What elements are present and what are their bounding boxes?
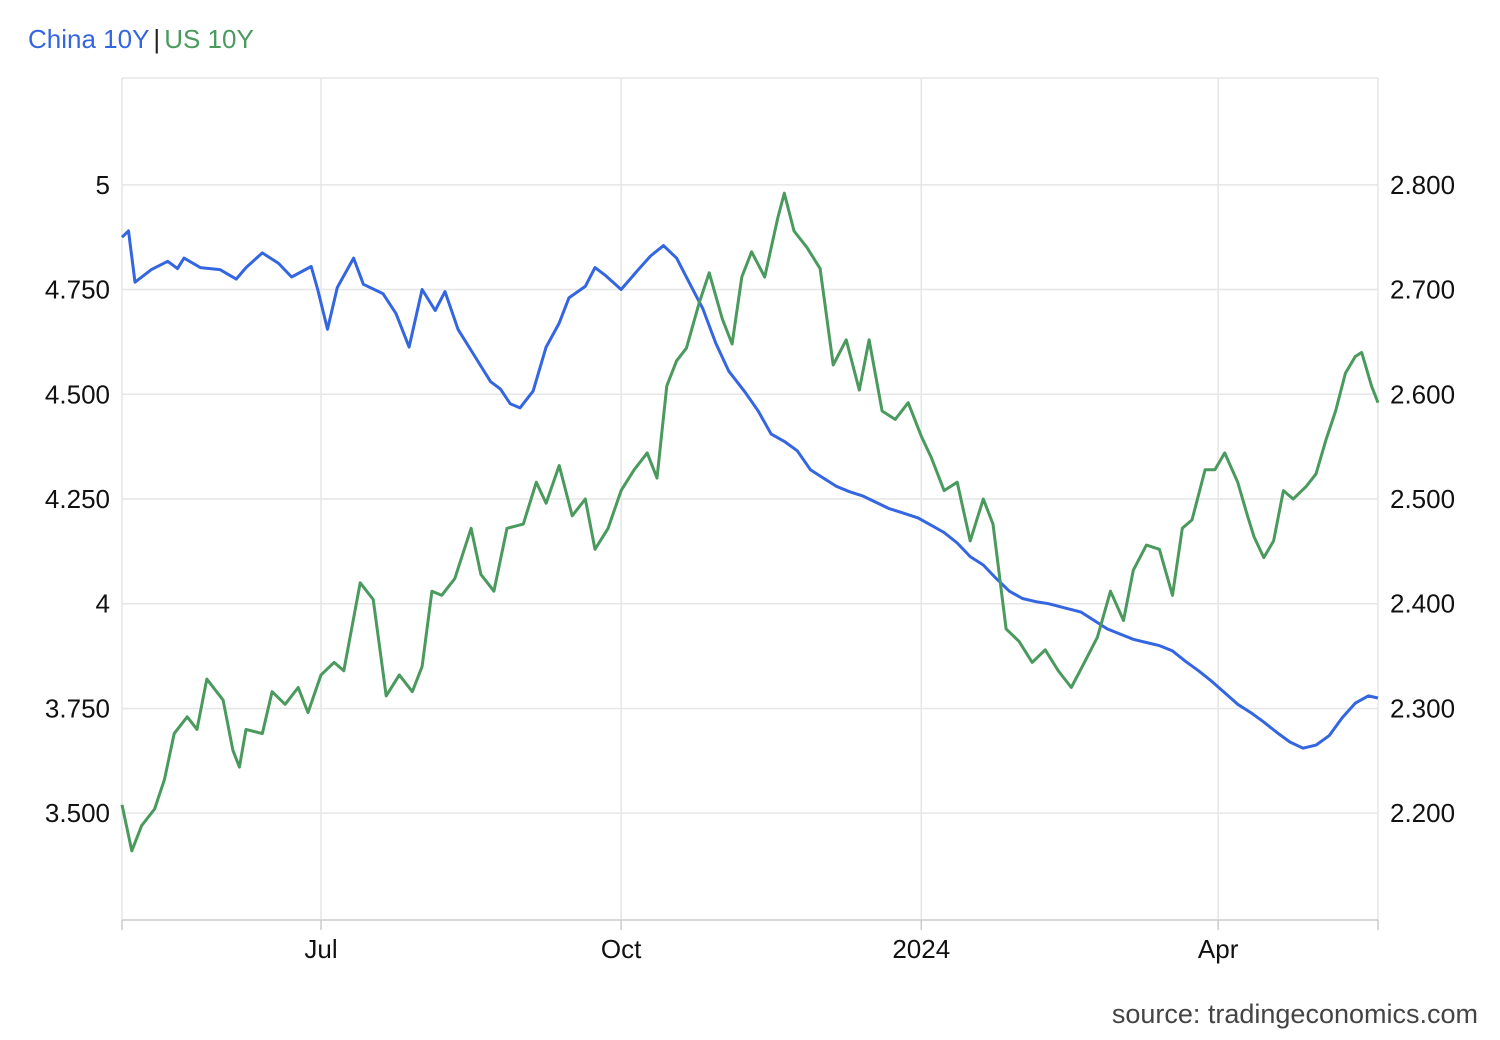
right-tick-label: 2.200 bbox=[1390, 798, 1455, 828]
chart-legend: China 10Y | US 10Y bbox=[28, 24, 254, 55]
right-tick-label: 2.800 bbox=[1390, 170, 1455, 200]
left-tick-label: 4.750 bbox=[45, 275, 110, 305]
right-tick-label: 2.400 bbox=[1390, 589, 1455, 619]
left-tick-label: 4.500 bbox=[45, 379, 110, 409]
x-tick-label: 2024 bbox=[892, 934, 950, 964]
right-tick-label: 2.600 bbox=[1390, 379, 1455, 409]
x-tick-label: Apr bbox=[1198, 934, 1239, 964]
axes bbox=[121, 78, 1379, 930]
us-10y-line bbox=[120, 191, 1380, 853]
china-10y-line bbox=[120, 229, 1379, 750]
legend-us-10y[interactable]: US 10Y bbox=[164, 24, 254, 54]
x-axis-ticks: Jul Oct 2024 Apr bbox=[304, 920, 1239, 964]
left-tick-label: 3.750 bbox=[45, 693, 110, 723]
left-tick-label: 3.500 bbox=[45, 798, 110, 828]
right-axis-ticks: 2.200 2.300 2.400 2.500 2.600 2.700 2.800 bbox=[1390, 170, 1455, 828]
left-tick-label: 5 bbox=[96, 170, 110, 200]
left-tick-label: 4 bbox=[96, 589, 110, 619]
x-tick-label: Jul bbox=[304, 934, 337, 964]
series-lines bbox=[120, 191, 1380, 853]
legend-china-10y[interactable]: China 10Y bbox=[28, 24, 150, 54]
left-tick-label: 4.250 bbox=[45, 484, 110, 514]
x-tick-label: Oct bbox=[601, 934, 642, 964]
grid-lines bbox=[122, 77, 1378, 920]
right-tick-label: 2.300 bbox=[1390, 693, 1455, 723]
source-label: source: tradingeconomics.com bbox=[1111, 999, 1478, 1029]
right-tick-label: 2.700 bbox=[1390, 275, 1455, 305]
right-tick-label: 2.500 bbox=[1390, 484, 1455, 514]
legend-separator: | bbox=[153, 24, 161, 54]
left-axis-ticks: 3.500 3.750 4 4.250 4.500 4.750 5 bbox=[45, 170, 110, 828]
